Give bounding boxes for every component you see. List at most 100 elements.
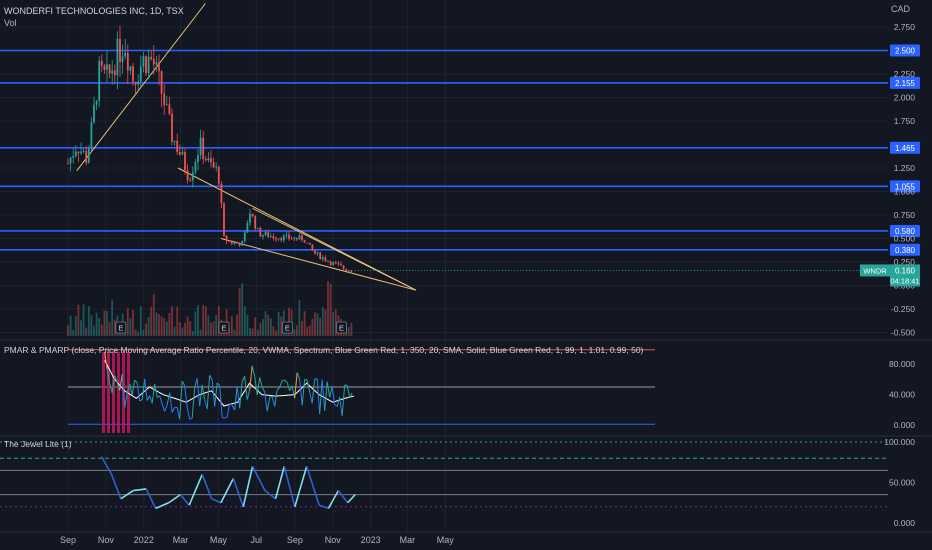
volume-bar [324, 309, 327, 336]
pmar-extreme-bar [112, 352, 115, 433]
candle-body [150, 56, 153, 60]
time-axis: Sep Nov 2022 Mar May Jul Sep Nov 2023 Mar May [60, 535, 454, 545]
candle-body [100, 60, 103, 66]
candle-body [160, 71, 163, 94]
volume-label[interactable]: Vol [4, 18, 17, 28]
candle-body [119, 38, 121, 63]
candle-body [334, 262, 337, 264]
volume-bar [303, 311, 306, 336]
volume-bar [267, 314, 270, 336]
y-tick-label: 1.750 [894, 116, 916, 126]
pmar-spectrum-segment [181, 380, 186, 386]
volume-bar [329, 283, 332, 336]
pmar-extreme-bar [107, 352, 110, 433]
pmar-spectrum-segment [284, 379, 288, 383]
candle-body [124, 53, 127, 57]
volume-bar [194, 311, 197, 336]
candle-body [347, 270, 350, 272]
volume-bar [90, 315, 93, 336]
candle-body [155, 62, 158, 65]
volume-bar [197, 305, 199, 336]
volume-bar [67, 325, 69, 336]
candle-body [319, 252, 322, 260]
candle-body [80, 151, 82, 154]
candle-body [95, 100, 98, 105]
candle-body [228, 240, 231, 242]
candle-body [303, 240, 306, 243]
volume-bar [74, 316, 77, 336]
pmar-spectrum-segment [114, 375, 118, 383]
pmar-spectrum-segment [189, 417, 193, 420]
level-tag-label: 0.380 [895, 246, 916, 255]
pmar-spectrum-segment [191, 387, 196, 419]
volume-bar [316, 313, 319, 336]
level-tag-label: 2.500 [895, 47, 916, 56]
candle-body [173, 140, 176, 142]
candle-body [186, 170, 189, 181]
level-tag [890, 243, 920, 256]
candle-body [116, 38, 119, 76]
x-tick-label: Sep [60, 535, 76, 545]
pmar-title[interactable]: PMAR & PMARP (close, Price Moving Averag… [4, 345, 644, 355]
candle-body [210, 158, 212, 163]
volume-bar [100, 324, 103, 336]
candle-body [241, 240, 244, 246]
pmar-spectrum-segment [124, 393, 128, 408]
volume-bar [176, 306, 179, 336]
volume-bar [147, 316, 150, 336]
candle-body [158, 62, 160, 72]
pmar-spectrum-segment [126, 383, 131, 394]
jewel-oscillator-segment [220, 478, 235, 504]
volume-bar [256, 329, 259, 336]
trendlines [76, 3, 417, 291]
volume-bar [77, 304, 80, 336]
candle-body [243, 232, 246, 241]
candle-body [301, 235, 303, 241]
volume-bar [319, 317, 322, 336]
volume-bar [215, 314, 218, 336]
x-tick-label: May [210, 535, 228, 545]
pmar-spectrum-segment [164, 404, 168, 412]
jewel-oscillator-segment [120, 489, 134, 500]
price-tag [890, 264, 920, 287]
candle-body [220, 183, 223, 204]
candle-body [225, 235, 228, 241]
candle-body [285, 234, 288, 236]
candle-body [171, 113, 173, 142]
pmar-extreme-bar [117, 352, 120, 433]
volume-bar [210, 322, 212, 336]
candle-body [277, 238, 280, 240]
jewel-title[interactable]: The Jewel Lite (1) [4, 439, 72, 449]
pmar-spectrum-segment [291, 385, 296, 399]
volume-bar [259, 322, 262, 336]
pmar-spectrum-segment [109, 383, 113, 394]
volume-bar [280, 316, 283, 336]
earnings-marker [115, 321, 127, 334]
y-tick-label: 0.750 [894, 210, 916, 220]
pmar-spectrum-segment [239, 381, 243, 409]
trendline [252, 207, 417, 291]
candle-body [316, 252, 319, 254]
volume-bar [155, 312, 158, 336]
price-tag-value: 0.160 [895, 266, 916, 275]
candle-body [85, 151, 88, 163]
pmar-spectrum-segment [299, 378, 303, 406]
symbol-title[interactable]: WONDERFI TECHNOLOGIES INC, 1D, TSX [4, 6, 184, 16]
pmar-spectrum-segment [229, 402, 233, 406]
volume-bar [350, 322, 353, 336]
pmar-spectrum-segment [149, 395, 153, 404]
candle-body [298, 235, 301, 240]
volume-bar [129, 318, 132, 336]
volume-bar [204, 306, 207, 336]
volume-bar [142, 329, 145, 336]
volume-bar [327, 281, 329, 336]
pmar-y-tick: 80.000 [889, 359, 915, 369]
x-tick-label: 2022 [134, 535, 154, 545]
candle-body [181, 152, 184, 155]
volume-bar [308, 325, 311, 336]
candle-body [259, 227, 262, 237]
x-tick-label: Nov [325, 535, 342, 545]
pmar-spectrum-segment [309, 392, 313, 404]
candle-body [207, 158, 210, 161]
